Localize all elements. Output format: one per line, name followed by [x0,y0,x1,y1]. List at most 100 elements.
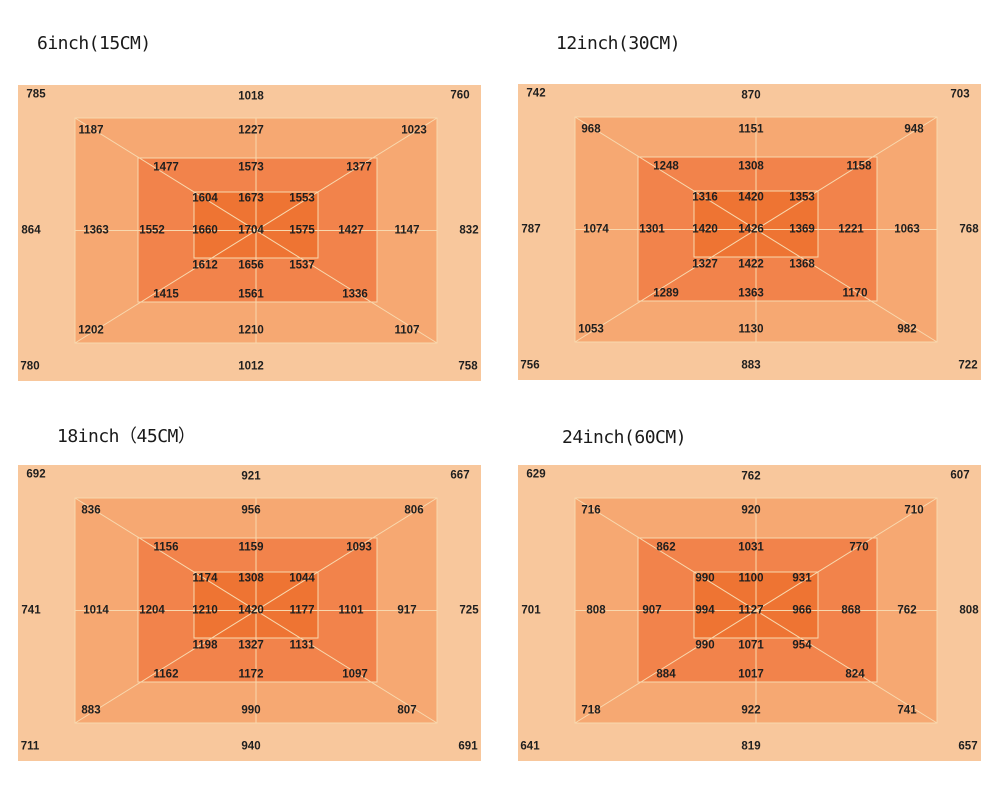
value-center-grid-r2c2: 1131 [289,639,315,652]
value-center-grid-r0c0: 1174 [192,572,218,585]
panel-canvas [574,497,938,724]
ppfd-panel-2: 742 870 703 787 768 756 883 722 968 1151 948 1074 10… [518,84,981,380]
value-center-grid-r1c1: 1704 [238,224,264,237]
panel-title: 12inch(30CM) [556,33,681,54]
value-ring3-bl: 884 [656,668,676,681]
panel-title: 24inch(60CM) [562,427,687,448]
value-ring1-tr: 667 [450,469,470,482]
value-center-grid-r1c2: 1177 [289,604,315,617]
value-ring2-tr: 806 [404,504,424,517]
value-ring2-l: 1363 [83,224,109,237]
value-ring1-tr: 760 [450,89,470,102]
value-ring2-tr: 948 [904,123,924,136]
value-ring2-br: 982 [897,323,917,336]
value-ring2-r: 1063 [894,223,920,236]
value-ring1-b: 1012 [238,360,264,373]
value-center-grid-r0c1: 1673 [238,192,264,205]
value-center-grid-r0c0: 1316 [692,191,718,204]
value-ring3-r: 868 [841,604,861,617]
value-ring1-tl: 692 [26,468,46,481]
value-ring3-r: 1221 [838,223,864,236]
value-ring3-bl: 1289 [653,287,679,300]
value-ring2-tr: 710 [904,504,924,517]
ppfd-panel-1: 785 1018 760 864 832 780 1012 758 1187 1227 1023 13… [18,85,481,381]
value-ring2-b: 922 [741,704,761,717]
value-ring3-tl: 1156 [153,541,179,554]
panel-title: 18inch（45CM） [57,426,196,447]
value-ring3-bl: 1162 [153,668,179,681]
value-ring3-br: 824 [845,668,865,681]
value-ring1-bl: 756 [520,359,540,372]
value-ring3-b: 1561 [238,288,264,301]
value-ring1-br: 657 [958,740,978,753]
value-ring2-br: 741 [897,704,917,717]
value-center-grid-r2c2: 1537 [289,259,315,272]
value-ring2-b: 1210 [238,324,264,337]
value-ring3-t: 1031 [738,541,764,554]
value-ring1-l: 701 [521,604,541,617]
value-ring1-br: 691 [458,740,478,753]
value-ring1-r: 768 [959,223,979,236]
value-ring3-br: 1097 [342,668,368,681]
value-ring1-tl: 785 [26,88,46,101]
value-ring3-tr: 1158 [846,160,872,173]
value-center-grid-r2c0: 1612 [192,259,218,272]
ppfd-panel-4: 629 762 607 701 808 641 819 657 716 920 710 808 762 7… [518,465,981,761]
value-ring3-l: 1552 [139,224,165,237]
value-ring1-l: 787 [521,223,541,236]
value-center-grid-r1c1: 1127 [738,604,764,617]
value-center-grid-r2c2: 1368 [789,258,815,271]
value-ring1-tr: 703 [950,88,970,101]
value-ring3-t: 1159 [238,541,264,554]
value-center-grid-r1c2: 966 [792,604,812,617]
value-ring2-bl: 1053 [578,323,604,336]
value-center-grid-r1c0: 1420 [692,223,718,236]
value-ring1-b: 819 [741,740,761,753]
value-center-grid-r0c2: 1044 [289,572,315,585]
panel-canvas [574,116,938,343]
value-ring2-tr: 1023 [401,124,427,137]
value-ring2-br: 807 [397,704,417,717]
value-ring1-tr: 607 [950,469,970,482]
value-center-grid-r2c1: 1656 [238,259,264,272]
value-ring1-b: 940 [241,740,261,753]
value-center-grid-r1c0: 1210 [192,604,218,617]
value-ring2-bl: 718 [581,704,601,717]
value-ring3-l: 907 [642,604,662,617]
value-ring3-br: 1170 [842,287,868,300]
value-ring1-bl: 711 [20,740,40,753]
value-ring1-l: 864 [21,224,41,237]
value-ring2-t: 956 [241,504,261,517]
value-ring1-br: 758 [458,360,478,373]
value-labels-layer: 629 762 607 701 808 641 819 657 716 920 710 808 762 7… [518,465,981,761]
value-ring3-t: 1308 [738,160,764,173]
value-ring1-bl: 641 [520,740,540,753]
value-center-grid-r2c1: 1422 [738,258,764,271]
value-ring2-l: 1014 [83,604,109,617]
value-center-grid-r2c0: 1327 [692,258,718,271]
ppfd-panel-3: 692 921 667 741 725 711 940 691 836 956 806 1014 917… [18,465,481,761]
value-ring2-t: 1227 [238,124,264,137]
value-center-grid-r0c1: 1420 [738,191,764,204]
value-ring2-r: 1147 [394,224,420,237]
value-ring2-tl: 1187 [78,124,104,137]
value-ring2-br: 1107 [394,324,420,337]
value-ring2-tl: 836 [81,504,101,517]
value-ring2-r: 917 [397,604,417,617]
value-center-grid-r2c1: 1071 [738,639,764,652]
value-ring3-b: 1172 [238,668,264,681]
value-ring3-l: 1301 [639,223,665,236]
value-ring2-l: 808 [586,604,606,617]
value-ring2-l: 1074 [583,223,609,236]
value-center-grid-r0c2: 1353 [789,191,815,204]
value-center-grid-r1c0: 1660 [192,224,218,237]
value-ring3-tr: 1377 [346,161,372,174]
value-ring2-tl: 716 [581,504,601,517]
value-ring1-t: 762 [741,470,761,483]
value-ring3-l: 1204 [139,604,165,617]
value-ring3-t: 1573 [238,161,264,174]
value-ring3-tl: 1248 [653,160,679,173]
value-labels-layer: 785 1018 760 864 832 780 1012 758 1187 1227 1023 13… [18,85,481,381]
value-center-grid-r0c0: 1604 [192,192,218,205]
